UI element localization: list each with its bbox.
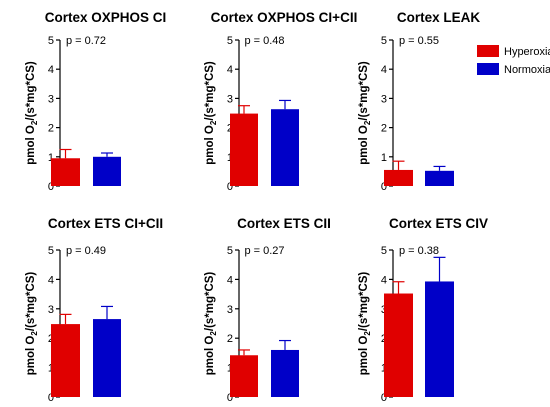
p-value: p = 0.27	[244, 245, 284, 257]
y-tick-label: 2	[381, 123, 387, 135]
y-tick-label: 1	[48, 152, 54, 164]
y-tick-label: 0	[48, 181, 54, 193]
y-tick-label: 3	[227, 304, 233, 316]
bar-hyperoxia	[51, 324, 80, 397]
y-tick-label: 0	[381, 392, 387, 404]
y-tick-label: 4	[381, 64, 387, 76]
legend-label-normoxia: Normoxia	[504, 64, 550, 76]
y-tick-label: 1	[381, 152, 387, 164]
y-tick-label: 1	[227, 152, 233, 164]
panel-title: Cortex ETS CI+CII	[48, 216, 163, 231]
chart-panel-3: Cortex LEAK 0 1 2 3 4 5 pmol O2/(s*mg*CS) p = 0.…	[358, 10, 480, 193]
y-tick-label: 4	[381, 274, 387, 286]
y-tick-label: 2	[227, 333, 233, 345]
y-tick-label: 5	[381, 245, 387, 257]
bar-normoxia	[93, 319, 121, 397]
panel-title: Cortex OXPHOS CI	[45, 10, 167, 25]
y-axis-label: pmol O2/(s*mg*CS)	[204, 61, 218, 165]
bar-hyperoxia	[230, 113, 258, 186]
y-tick-label: 0	[227, 181, 233, 193]
legend-swatch-normoxia	[477, 63, 499, 75]
chart-panel-1: Cortex OXPHOS CI 0 1 2 3 4 5 pmol O2/(s*mg*CS) p…	[25, 10, 166, 193]
y-tick-label: 1	[48, 363, 54, 375]
p-value: p = 0.72	[66, 35, 106, 47]
y-tick-label: 4	[227, 274, 233, 286]
y-tick-label: 5	[381, 35, 387, 47]
bar-hyperoxia	[384, 293, 413, 397]
y-tick-label: 5	[227, 245, 233, 257]
y-tick-label: 3	[48, 304, 54, 316]
y-tick-label: 2	[227, 123, 233, 135]
p-value: p = 0.38	[399, 245, 439, 257]
bar-hyperoxia	[384, 169, 413, 186]
panel-title: Cortex OXPHOS CI+CII	[211, 10, 358, 25]
y-tick-label: 3	[227, 93, 233, 105]
y-tick-label: 1	[381, 363, 387, 375]
y-tick-label: 5	[48, 35, 54, 47]
chart-panel-4: Cortex ETS CI+CII 0 1 2 3 4 5 pmol O2/(s*mg*CS)…	[25, 216, 163, 404]
bar-normoxia	[425, 170, 454, 186]
y-tick-label: 5	[227, 35, 233, 47]
bar-normoxia	[93, 156, 121, 186]
panels: Cortex OXPHOS CI 0 1 2 3 4 5 pmol O2/(s*mg*CS) p…	[25, 10, 488, 404]
panel-title: Cortex LEAK	[397, 10, 481, 25]
y-tick-label: 1	[227, 363, 233, 375]
y-axis-label: pmol O2/(s*mg*CS)	[25, 272, 39, 376]
y-tick-label: 4	[227, 64, 233, 76]
y-tick-label: 5	[48, 245, 54, 257]
y-tick-label: 0	[381, 181, 387, 193]
y-axis-label: pmol O2/(s*mg*CS)	[358, 272, 372, 376]
y-tick-label: 2	[381, 333, 387, 345]
legend-swatch-hyperoxia	[477, 45, 499, 57]
chart-panel-6: Cortex ETS CIV 0 1 2 3 4 5 pmol O2/(s*mg*CS) p =…	[358, 216, 488, 404]
y-axis-label: pmol O2/(s*mg*CS)	[358, 61, 372, 165]
y-tick-label: 4	[48, 274, 54, 286]
y-tick-label: 0	[48, 392, 54, 404]
p-value: p = 0.49	[66, 245, 106, 257]
bar-hyperoxia	[51, 158, 80, 186]
bar-normoxia	[271, 109, 299, 186]
panel-title: Cortex ETS CIV	[389, 216, 488, 231]
y-axis-label: pmol O2/(s*mg*CS)	[25, 61, 39, 165]
y-tick-label: 4	[48, 64, 54, 76]
y-tick-label: 2	[48, 333, 54, 345]
y-axis-label: pmol O2/(s*mg*CS)	[204, 272, 218, 376]
bar-normoxia	[425, 281, 454, 397]
y-tick-label: 0	[227, 392, 233, 404]
p-value: p = 0.55	[399, 35, 439, 47]
y-tick-label: 3	[381, 304, 387, 316]
y-tick-label: 2	[48, 123, 54, 135]
bar-normoxia	[271, 349, 299, 397]
chart-panel-5: Cortex ETS CII 0 1 2 3 4 5 pmol O2/(s*mg*CS) p =…	[204, 216, 331, 404]
legend-label-hyperoxia: Hyperoxia	[504, 46, 550, 58]
chart-panel-2: Cortex OXPHOS CI+CII 0 1 2 3 4 5 pmol O2/(s*mg*…	[204, 10, 357, 193]
legend: Hyperoxia Normoxia	[477, 45, 550, 76]
panel-title: Cortex ETS CII	[237, 216, 331, 231]
y-tick-label: 3	[48, 93, 54, 105]
y-tick-label: 3	[381, 93, 387, 105]
bar-hyperoxia	[230, 355, 258, 397]
p-value: p = 0.48	[244, 35, 284, 47]
